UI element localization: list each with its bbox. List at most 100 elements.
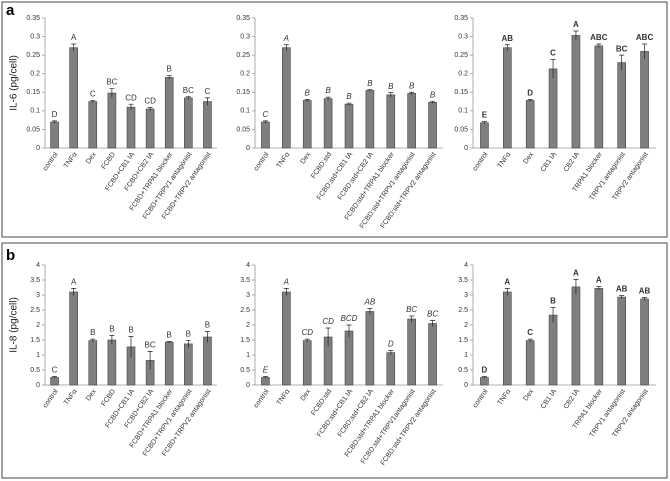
bar [640, 51, 649, 149]
significance-letter: C [90, 90, 96, 99]
error-bar [504, 288, 510, 296]
error-bar [619, 295, 625, 299]
significance-letter: B [430, 90, 436, 99]
error-bar [346, 102, 352, 106]
error-bar [346, 324, 352, 337]
panel-frame [1, 242, 668, 479]
significance-letter: AB [616, 285, 628, 294]
bar [323, 98, 333, 149]
y-tick-label: 0 [246, 382, 250, 389]
bar [126, 106, 136, 149]
significance-letter: D [527, 88, 533, 97]
x-tick-label: TNFα [497, 388, 513, 406]
y-tick-label: 0.2 [240, 71, 250, 78]
y-tick-label: 3 [36, 292, 40, 299]
significance-letter: E [482, 111, 488, 120]
bar [365, 311, 375, 386]
error-bar [642, 297, 648, 301]
y-tick-label: 0.05 [26, 126, 40, 133]
bar [480, 377, 489, 386]
significance-letter: B [305, 88, 311, 97]
y-tick-label: 1.5 [240, 337, 250, 344]
y-tick-label: 1.5 [30, 337, 40, 344]
y-tick-label: 4 [464, 262, 468, 269]
bar [302, 340, 312, 386]
bar [480, 122, 489, 149]
bar [184, 343, 193, 386]
y-tick-label: 0.25 [236, 52, 250, 59]
significance-letter: A [504, 278, 510, 287]
significance-letter: CD [322, 317, 334, 326]
x-tick-label: TNFα [63, 151, 79, 169]
y-tick-label: 0 [36, 145, 40, 152]
error-bar [325, 96, 331, 101]
bar [548, 314, 558, 386]
bar [503, 47, 512, 149]
error-bar [204, 97, 210, 106]
bar [365, 90, 375, 149]
x-tick-label: control [42, 151, 60, 173]
x-tick-label: CB2 IA [563, 388, 582, 410]
bar [571, 35, 581, 149]
bar [428, 102, 437, 149]
error-bar [388, 350, 394, 355]
bar [407, 318, 416, 386]
bar [344, 103, 354, 149]
y-tick-label: 0.1 [240, 108, 250, 115]
x-tick-label: FCBD:std [310, 151, 333, 180]
error-bar [128, 103, 134, 111]
significance-letter: AB [364, 298, 376, 307]
significance-letter: CD [301, 328, 313, 337]
y-tick-label: 1 [464, 352, 468, 359]
significance-letter: B [409, 81, 415, 90]
error-bar [71, 43, 77, 52]
error-bar [550, 59, 556, 79]
bar [548, 68, 558, 149]
significance-letter: A [283, 34, 289, 43]
x-tick-label: Dex [85, 151, 98, 166]
error-bar [573, 279, 579, 295]
error-bar [185, 339, 191, 348]
bar [407, 93, 416, 149]
y-tick-label: 2.5 [30, 307, 40, 314]
error-bar [325, 327, 331, 346]
significance-letter: B [346, 92, 352, 101]
bar [386, 352, 396, 386]
significance-letter: B [186, 329, 191, 338]
significance-letter: BC [183, 86, 194, 95]
error-bar [147, 107, 153, 111]
significance-letter: A [573, 269, 579, 278]
bar [261, 377, 270, 386]
error-bar [204, 331, 210, 343]
significance-letter: BC [427, 310, 438, 319]
y-tick-label: 1.5 [458, 337, 468, 344]
bar [88, 340, 98, 386]
y-tick-label: 0.5 [458, 367, 468, 374]
x-tick-label: Dex [299, 388, 312, 403]
x-tick-label: TNFα [497, 151, 513, 169]
x-tick-label: CB1 IA [540, 388, 559, 410]
significance-letter: BC [406, 305, 417, 314]
significance-letter: A [573, 20, 579, 29]
x-tick-label: FCBD [100, 388, 117, 408]
error-bar [550, 307, 556, 323]
significance-letter: C [527, 328, 533, 337]
x-tick-label: TNFα [63, 388, 79, 406]
error-bar [262, 120, 268, 124]
significance-letter: E [263, 366, 269, 375]
y-tick-label: 1 [36, 352, 40, 359]
significance-letter: A [71, 278, 77, 287]
error-bar [596, 43, 602, 48]
bar [594, 45, 604, 149]
y-tick-label: 0 [36, 382, 40, 389]
significance-letter: A [71, 33, 77, 42]
y-tick-label: 0 [246, 145, 250, 152]
bar [88, 101, 98, 149]
bar [203, 336, 212, 386]
y-tick-label: 0.3 [458, 33, 468, 40]
y-tick-label: 0.15 [236, 89, 250, 96]
y-tick-label: 0.1 [30, 108, 40, 115]
y-tick-label: 0.05 [236, 126, 250, 133]
error-bar [71, 288, 77, 296]
error-bar [596, 286, 602, 291]
